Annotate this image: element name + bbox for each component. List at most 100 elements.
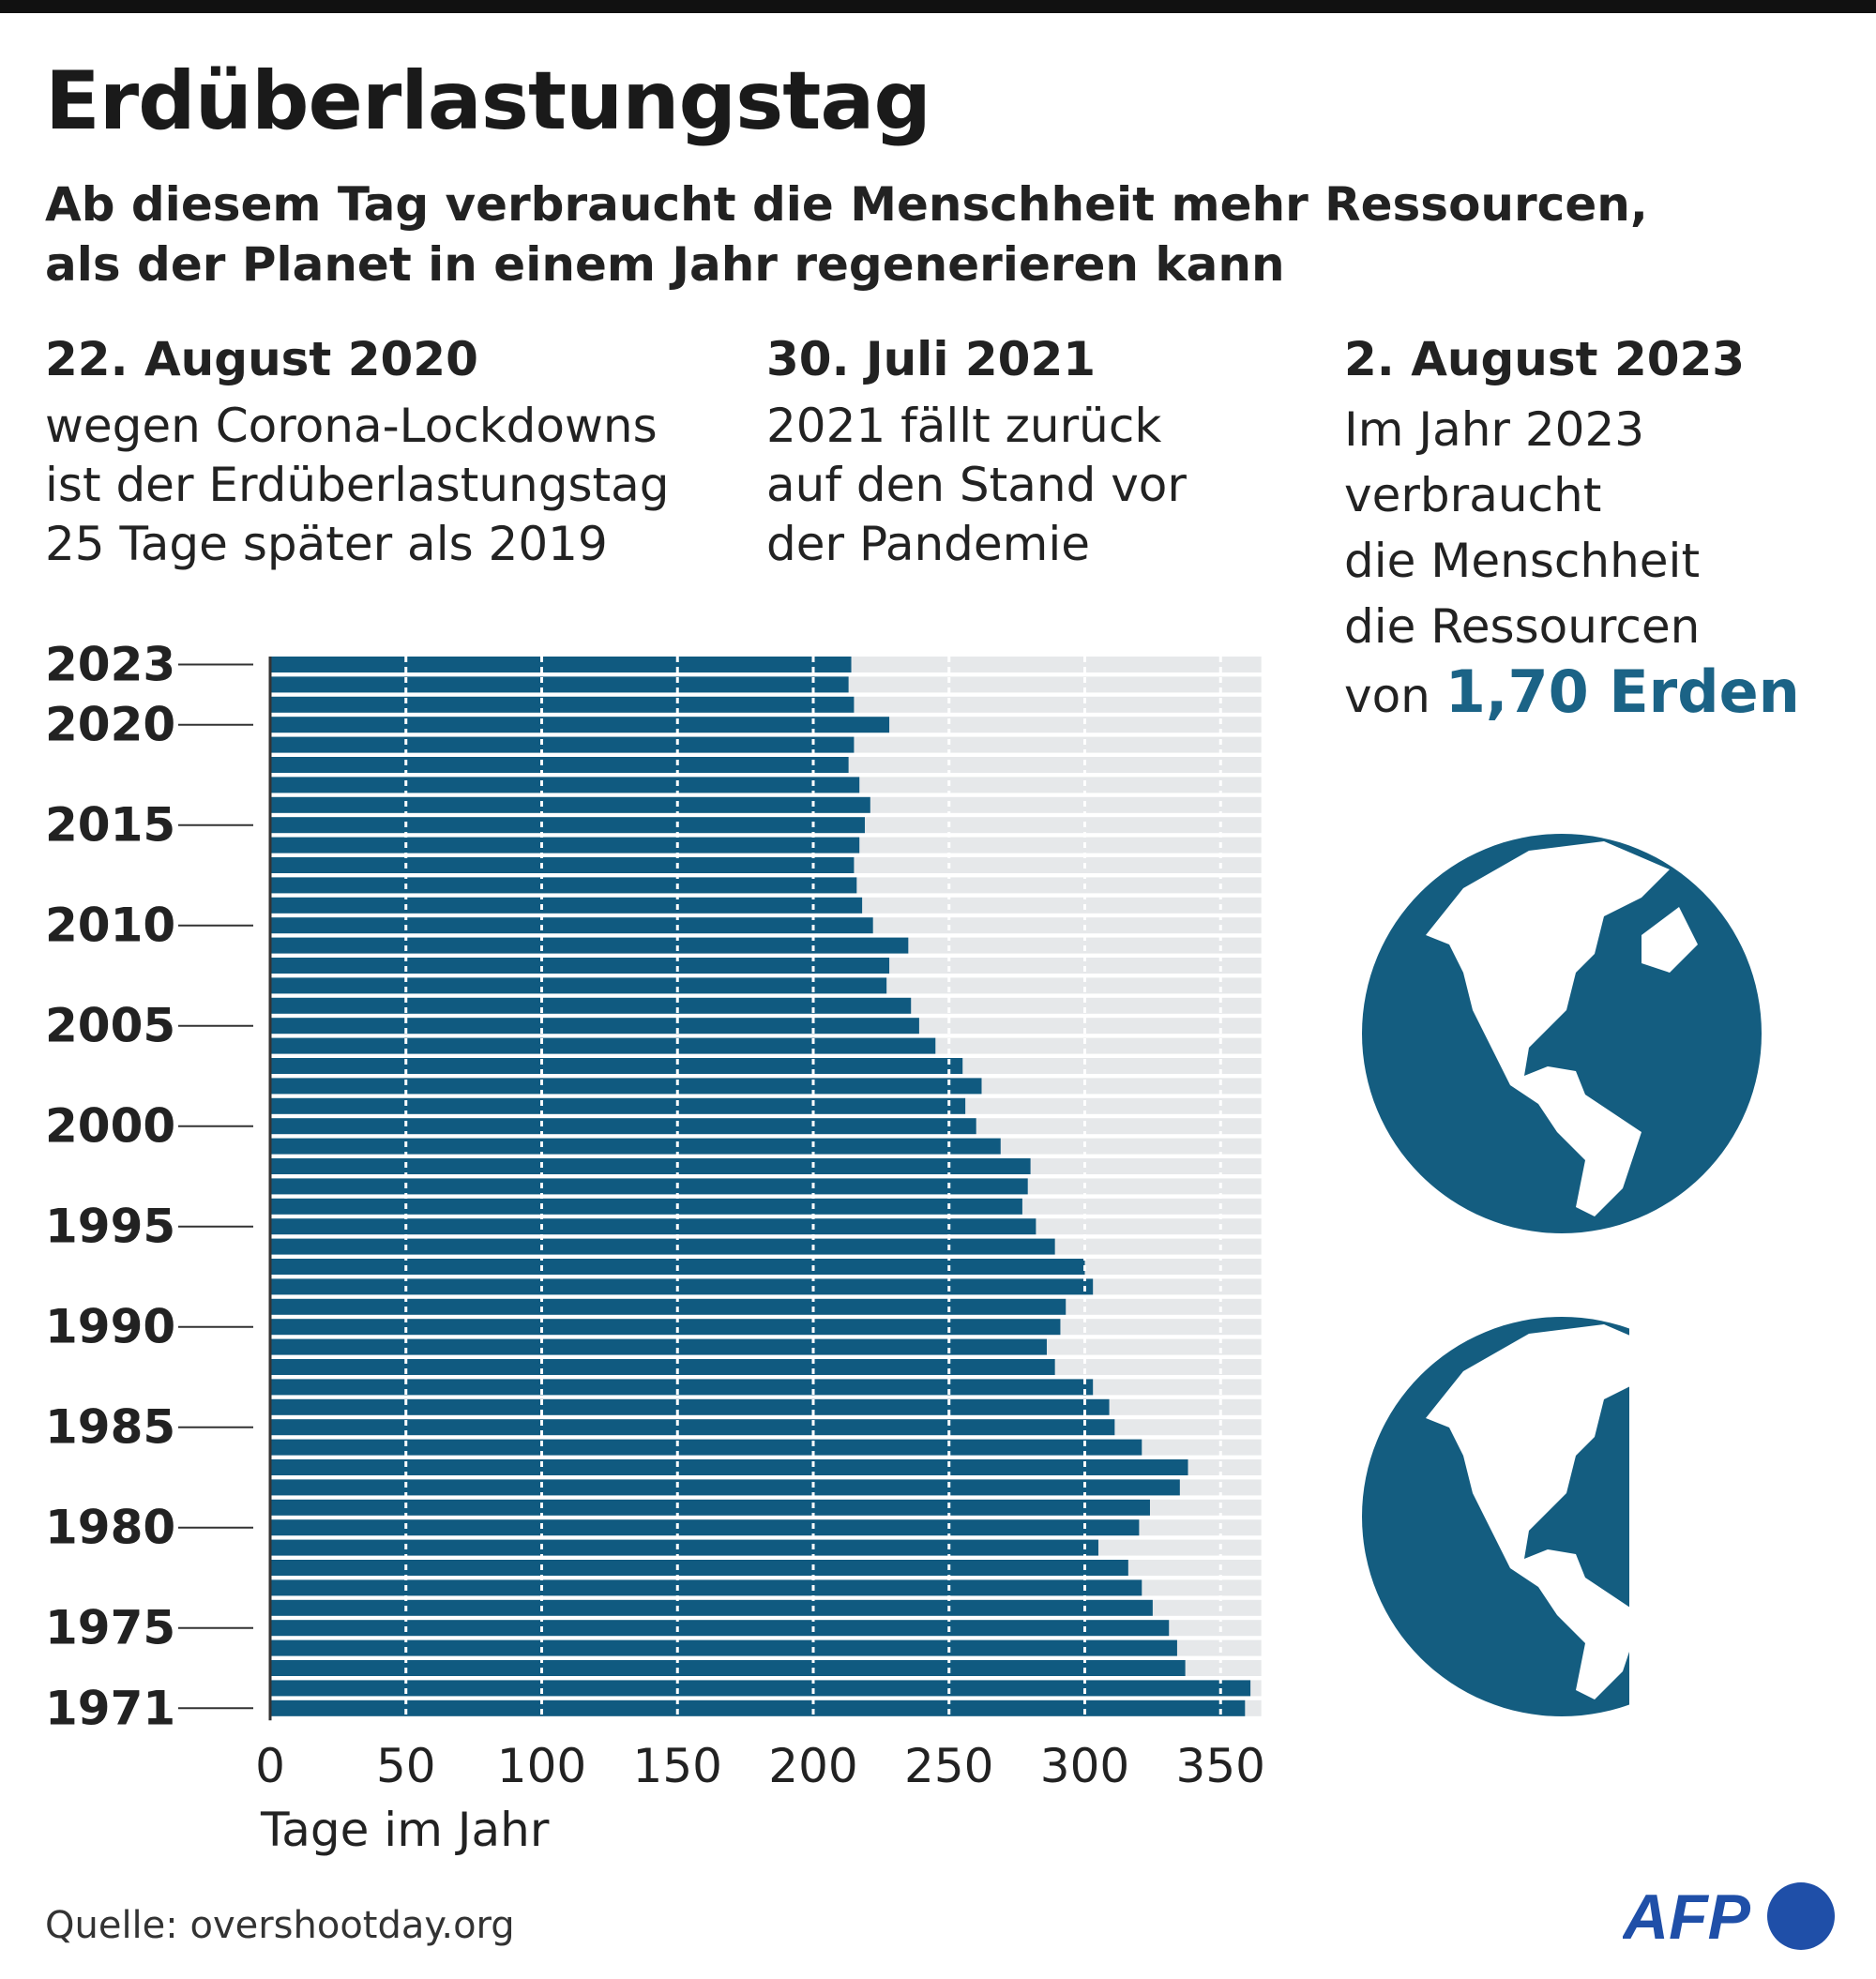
year-label: 2015	[45, 798, 175, 853]
bar-1988	[270, 1359, 1055, 1375]
year-label: 1980	[45, 1501, 175, 1555]
bar-1973	[270, 1660, 1186, 1676]
bar-1998	[270, 1158, 1031, 1174]
annotation-2020: 22. August 2020 wegen Corona-Lockdowns i…	[45, 330, 669, 574]
bar-2005	[270, 1018, 919, 1035]
bar-1979	[270, 1539, 1098, 1556]
bar-1997	[270, 1178, 1028, 1195]
bar-1982	[270, 1479, 1180, 1496]
bar-2000	[270, 1118, 976, 1135]
bar-1995	[270, 1218, 1036, 1235]
bar-1994	[270, 1238, 1055, 1255]
afp-logo: AFP	[1623, 1881, 1835, 1953]
bar-1977	[270, 1579, 1142, 1596]
bar-2006	[270, 997, 912, 1014]
x-tick-label: 300	[1040, 1739, 1129, 1793]
bar-1980	[270, 1519, 1140, 1536]
bar-2010	[270, 917, 873, 934]
bar-1991	[270, 1298, 1067, 1315]
bar-1999	[270, 1138, 1001, 1155]
subtitle-line: Ab diesem Tag verbraucht die Menschheit …	[45, 177, 1648, 232]
bar-1975	[270, 1620, 1170, 1637]
bar-1985	[270, 1419, 1115, 1436]
bar-2023	[270, 657, 852, 672]
bar-1984	[270, 1439, 1142, 1456]
subtitle-line: als der Planet in einem Jahr regeneriere…	[45, 237, 1285, 292]
bar-2019	[270, 736, 855, 753]
bar-2022	[270, 676, 849, 693]
annotation-line: 2021 fällt zurück	[766, 399, 1162, 453]
bar-1976	[270, 1599, 1153, 1616]
annotation-heading: 30. Juli 2021	[766, 332, 1097, 386]
bar-2001	[270, 1097, 966, 1114]
year-label: 1971	[45, 1681, 175, 1735]
year-label: 2023	[45, 638, 175, 692]
top-rule	[0, 0, 1876, 13]
page-title: Erdüberlastungstag	[45, 54, 931, 148]
bar-1981	[270, 1499, 1150, 1516]
source-note: Quelle: overshootday.org	[45, 1904, 515, 1947]
bar-2013	[270, 857, 855, 873]
year-label: 2010	[45, 899, 175, 953]
annotation-line: die Ressourcen	[1344, 599, 1701, 654]
bar-2004	[270, 1037, 936, 1054]
bar-2020	[270, 717, 890, 733]
x-tick-label: 0	[255, 1739, 285, 1793]
bar-1992	[270, 1278, 1094, 1295]
bar-2021	[270, 696, 855, 713]
subtitle: Ab diesem Tag verbraucht die Menschheit …	[45, 174, 1648, 295]
earths-count: 1,70 Erden	[1445, 657, 1800, 726]
bar-2014	[270, 837, 860, 854]
bar-2017	[270, 777, 860, 793]
year-label: 2005	[45, 999, 175, 1053]
bar-1986	[270, 1398, 1110, 1415]
annotation-2023: 2. August 2023 Im Jahr 2023 verbraucht d…	[1344, 330, 1800, 729]
x-tick-label: 50	[376, 1739, 436, 1793]
annotation-line: ist der Erdüberlastungstag	[45, 458, 670, 512]
bar-1983	[270, 1459, 1188, 1475]
year-label: 1995	[45, 1200, 175, 1254]
bar-2009	[270, 937, 909, 954]
bar-1978	[270, 1560, 1128, 1576]
globe-icon	[1362, 834, 1762, 1233]
annotation-2021: 30. Juli 2021 2021 fällt zurück auf den …	[766, 330, 1187, 574]
bar-2002	[270, 1078, 982, 1095]
x-tick-label: 250	[904, 1739, 993, 1793]
bar-1990	[270, 1319, 1061, 1336]
bar-2018	[270, 757, 849, 773]
bar-2016	[270, 796, 870, 813]
annotation-heading: 22. August 2020	[45, 332, 478, 386]
annotation-line: Im Jahr 2023	[1344, 402, 1645, 457]
year-label: 2020	[45, 698, 175, 752]
svg-text:AFP: AFP	[1623, 1881, 1751, 1953]
x-tick-label: 350	[1176, 1739, 1265, 1793]
bar-2015	[270, 817, 866, 834]
bar-1972	[270, 1680, 1251, 1697]
earths-prefix: von	[1344, 669, 1445, 723]
bar-2008	[270, 958, 890, 974]
bar-2012	[270, 877, 857, 894]
annotation-line: verbraucht	[1344, 468, 1602, 522]
annotation-line: von 1,70 Erden	[1344, 659, 1800, 729]
year-label: 2000	[45, 1099, 175, 1154]
bar-2011	[270, 897, 863, 914]
year-label: 1985	[45, 1400, 175, 1455]
half-globe-icon	[1362, 1317, 1629, 1716]
bar-2003	[270, 1058, 963, 1074]
annotation-heading: 2. August 2023	[1344, 332, 1746, 386]
annotation-line: die Menschheit	[1344, 534, 1701, 588]
x-tick-label: 150	[633, 1739, 722, 1793]
bar-1989	[270, 1338, 1047, 1355]
annotation-line: auf den Stand vor	[766, 458, 1187, 512]
annotation-line: der Pandemie	[766, 517, 1091, 571]
annotation-line: 25 Tage später als 2019	[45, 517, 608, 571]
year-label: 1990	[45, 1300, 175, 1354]
year-label: 1975	[45, 1601, 175, 1655]
bar-2007	[270, 977, 887, 994]
x-axis-label: Tage im Jahr	[260, 1803, 550, 1857]
bar-1987	[270, 1379, 1094, 1396]
annotation-line: wegen Corona-Lockdowns	[45, 399, 658, 453]
x-tick-label: 200	[768, 1739, 857, 1793]
bar-1971	[270, 1700, 1246, 1716]
